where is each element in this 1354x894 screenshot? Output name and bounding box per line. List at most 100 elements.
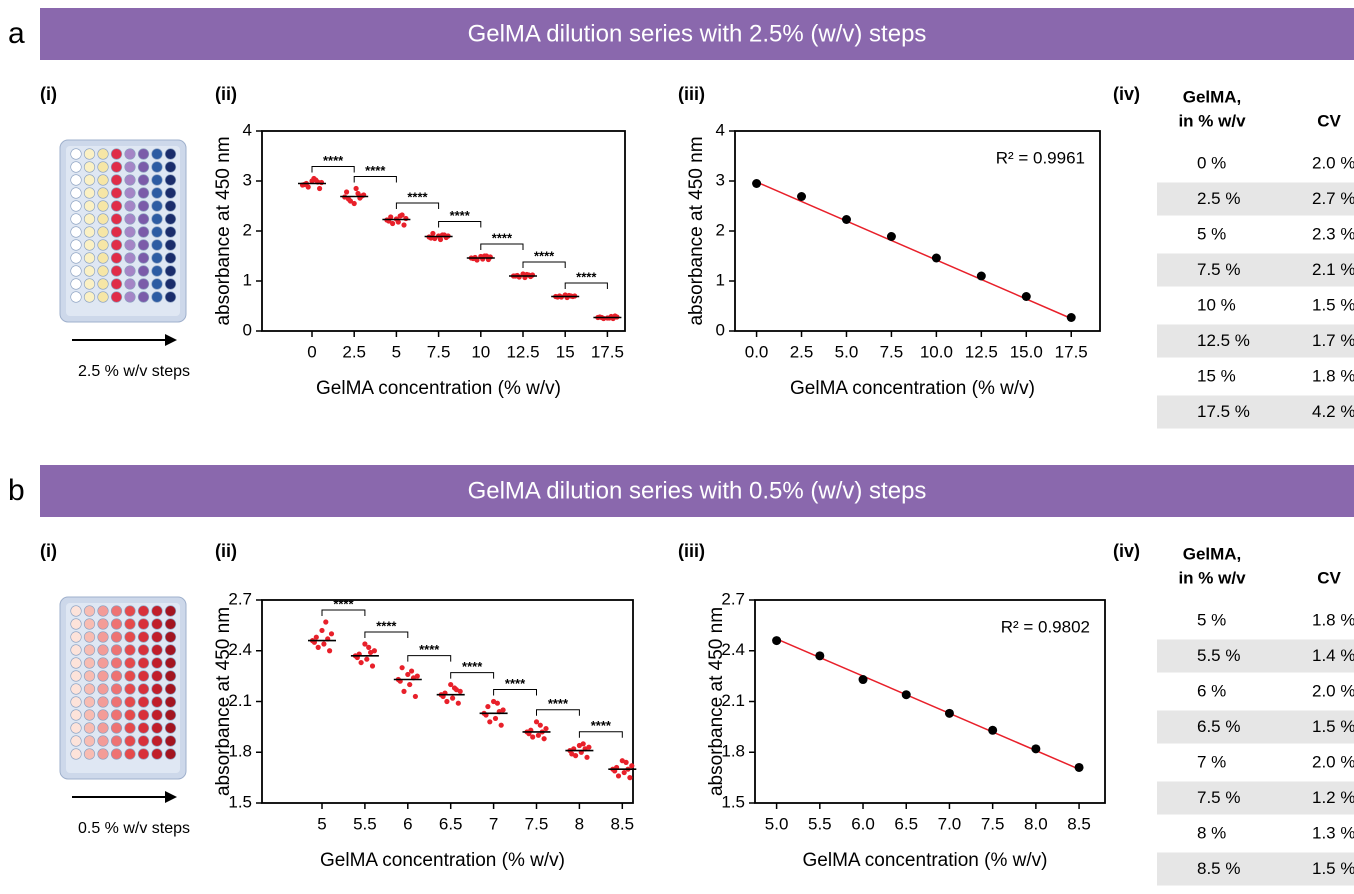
data-point <box>487 719 493 725</box>
well <box>97 291 109 303</box>
well <box>164 709 177 721</box>
significance-bracket <box>480 243 524 250</box>
well <box>164 644 177 656</box>
y-tick-label: 2 <box>243 220 252 239</box>
well <box>70 200 82 212</box>
x-tick-label: 0 <box>307 342 316 361</box>
sub-label: (i) <box>40 541 57 561</box>
well <box>151 252 163 264</box>
x-tick-label: 7.5 <box>427 342 451 361</box>
well <box>83 644 96 656</box>
table-cell: 5 % <box>1197 224 1226 243</box>
data-point <box>621 769 627 776</box>
data-point <box>491 698 497 705</box>
data-point <box>858 675 868 685</box>
plot-frame <box>261 130 626 332</box>
data-point <box>610 315 616 322</box>
data-point <box>388 214 394 220</box>
well <box>137 278 150 290</box>
significance-bracket <box>438 221 482 228</box>
data-point <box>541 736 547 742</box>
well <box>164 174 177 186</box>
y-tick-label: 1.8 <box>721 742 745 761</box>
well <box>97 683 109 695</box>
significance-bracket <box>321 609 366 616</box>
well <box>137 200 150 212</box>
table-cell: 1.8 % <box>1312 366 1354 385</box>
data-point <box>401 222 407 228</box>
table-header: CV <box>1317 111 1341 130</box>
well <box>97 670 109 682</box>
table-cell: 2.0 % <box>1312 681 1354 700</box>
well <box>137 605 150 617</box>
well <box>137 683 150 695</box>
well <box>164 696 177 708</box>
table-cell: 2.0 % <box>1312 752 1354 771</box>
table-row-bg <box>1157 395 1354 429</box>
data-point <box>401 688 407 694</box>
well <box>151 200 163 212</box>
well <box>83 252 96 264</box>
y-tick-label: 3 <box>243 170 252 189</box>
sub-label: (iv) <box>1113 541 1140 561</box>
fit-line <box>756 181 1072 320</box>
well <box>110 709 123 721</box>
data-point <box>615 773 622 779</box>
significance-label: **** <box>407 189 428 204</box>
well <box>97 657 109 669</box>
well <box>137 226 150 238</box>
significance-bracket <box>578 731 623 738</box>
well <box>151 213 163 225</box>
well <box>70 291 82 303</box>
table-cell: 15 % <box>1197 366 1236 385</box>
data-point <box>1074 762 1084 772</box>
well <box>151 631 163 643</box>
well <box>151 174 163 186</box>
plate-caption: 0.5 % w/v steps <box>78 820 190 837</box>
well <box>70 161 82 173</box>
well <box>164 239 177 251</box>
well <box>124 265 136 277</box>
table-cell: 2.0 % <box>1312 153 1354 172</box>
arrow-head <box>165 334 177 346</box>
x-tick-label: 7.5 <box>525 814 549 833</box>
data-point <box>323 619 329 625</box>
well <box>110 291 123 303</box>
well <box>164 161 177 173</box>
table-cell: 1.5 % <box>1312 295 1354 314</box>
y-tick-label: 0 <box>716 320 725 339</box>
well <box>137 213 150 225</box>
y-axis-title: absorbance at 450 nm <box>213 607 234 796</box>
data-point <box>353 185 359 192</box>
well <box>124 213 136 225</box>
significance-label: **** <box>576 269 597 284</box>
well <box>83 239 96 251</box>
well <box>70 657 82 669</box>
well <box>110 200 123 212</box>
well <box>97 161 109 173</box>
data-point <box>399 212 405 218</box>
well <box>164 735 177 747</box>
x-tick-label: 2.5 <box>790 342 814 361</box>
data-point <box>301 181 307 188</box>
data-point <box>535 732 542 738</box>
well <box>151 644 163 656</box>
table-cell: 7.5 % <box>1197 788 1240 807</box>
data-point <box>976 271 986 281</box>
x-tick-label: 5 <box>317 814 326 833</box>
y-tick-label: 2.7 <box>228 589 252 608</box>
well <box>164 200 177 212</box>
x-tick-label: 8.5 <box>610 814 634 833</box>
well <box>70 709 82 721</box>
well <box>164 618 177 630</box>
x-tick-label: 8.5 <box>1067 814 1091 833</box>
table-cell: 1.5 % <box>1312 717 1354 736</box>
well <box>97 696 109 708</box>
y-tick-label: 0 <box>243 320 252 339</box>
data-point <box>327 648 333 654</box>
x-tick-label: 5.0 <box>835 342 859 361</box>
well <box>164 291 177 303</box>
well <box>151 670 163 682</box>
well <box>164 148 177 160</box>
data-point <box>345 196 352 202</box>
